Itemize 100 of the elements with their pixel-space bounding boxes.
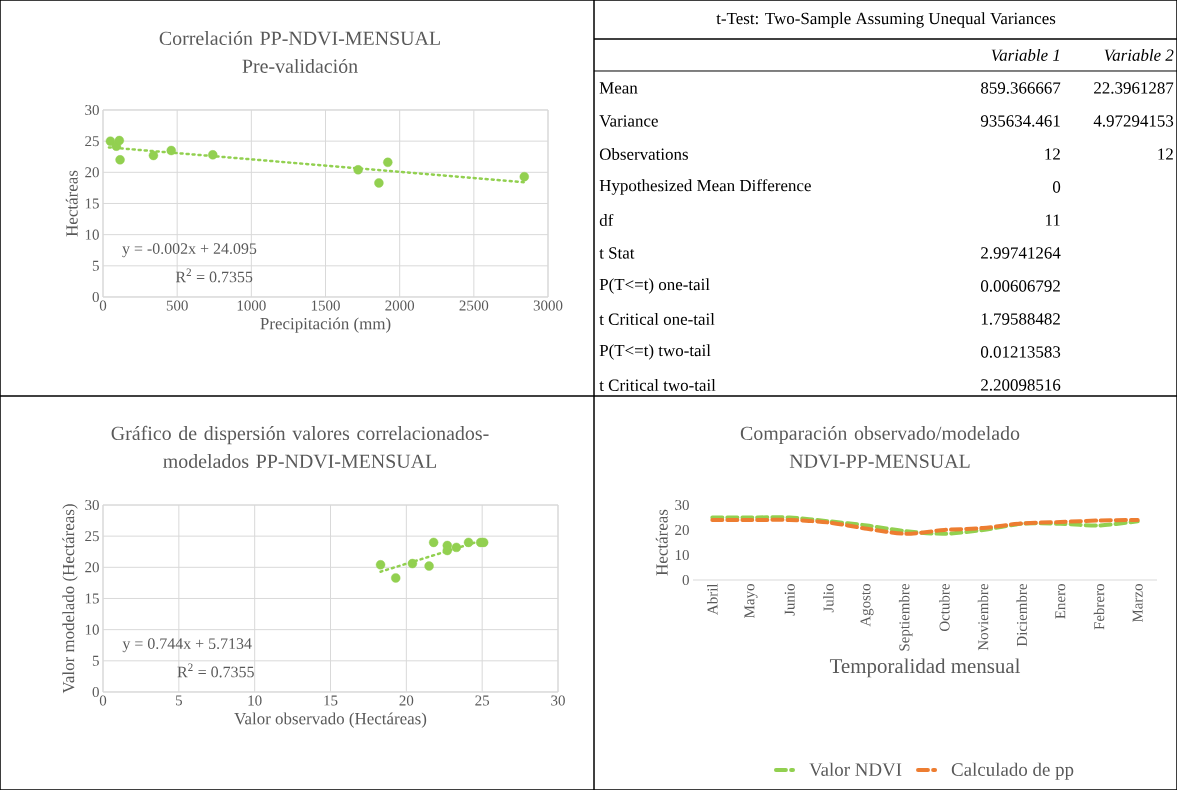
point [374, 178, 384, 188]
x-tick-label: Julio [823, 584, 834, 613]
y-tick-label: 0 [92, 686, 99, 698]
text: 1.79588482 [981, 313, 1060, 325]
x-tick-label: 2500 [459, 300, 489, 311]
chart-title: Correlación PP-NDVI-MENSUAL [159, 31, 440, 46]
x-tick-label: 20 [399, 695, 414, 706]
text: 0 [1052, 181, 1061, 193]
y-tick-label: 5 [92, 655, 99, 666]
text: P(T<=t) one-tail [599, 278, 710, 294]
text: 11 [1045, 214, 1060, 226]
y-axis-title: Hectáreas [65, 170, 78, 237]
x-tick-label: Diciembre [1016, 584, 1027, 647]
text: Mean [599, 82, 638, 94]
y-tick-label: 10 [675, 549, 689, 561]
x-tick-label: 1500 [311, 300, 340, 311]
text: Hypothesized Mean Difference [599, 179, 811, 195]
annotation: y = 0.744x + 5.7134 [122, 638, 252, 653]
y-tick-label: 30 [675, 499, 689, 511]
text: 859.366667 [981, 82, 1061, 94]
y-tick-label: 25 [85, 531, 99, 542]
y-tick-label: 5 [92, 260, 99, 271]
text: t Stat [599, 247, 635, 259]
text: df [599, 213, 614, 227]
x-tick-label: 15 [324, 695, 338, 706]
annotation: R$^{2}$ = 0.7355 [175, 268, 253, 283]
text: Variance [599, 115, 658, 127]
y-axis-title: Valor modelado (Hectáreas) [62, 504, 78, 694]
x-tick-label: 3000 [533, 300, 563, 311]
x-tick-label: 10 [248, 695, 262, 706]
x-tick-label: 25 [475, 695, 490, 706]
x-axis-title: Temporalidad mensual [829, 658, 1021, 678]
text: Variable 2 [1104, 48, 1174, 61]
point [166, 145, 176, 156]
text: 0.01213583 [981, 346, 1061, 358]
x-tick-label: 5 [175, 695, 182, 706]
x-tick-label: Noviembre [977, 584, 989, 651]
x-tick-label: 0 [99, 695, 107, 706]
y-tick-label: 20 [85, 167, 99, 178]
point [391, 573, 401, 583]
text: 935634.461 [980, 115, 1060, 127]
y-axis-title: Hectáreas [655, 509, 668, 576]
text: 12 [1158, 148, 1173, 160]
y-tick-label: 10 [85, 229, 99, 240]
x-tick-label: Mayo [744, 584, 758, 618]
x-tick-label: Octubre [939, 584, 950, 632]
text: 2.99741264 [981, 247, 1061, 259]
point [383, 157, 393, 168]
chart-title: Gráfico de dispersión valores correlacionados-modelados PP-NDVI-MENSUAL [111, 425, 489, 469]
x-tick-label: 30 [551, 695, 565, 706]
text: 12 [1045, 148, 1060, 160]
text: 4.97294153 [1093, 115, 1174, 127]
x-tick-label: Septiembre [898, 584, 913, 651]
legend-label: Calculado de pp [951, 762, 1074, 780]
annotation: R$^{2}$ = 0.7355 [177, 663, 254, 678]
y-tick-label: 30 [85, 499, 99, 511]
y-tick-label: 15 [85, 198, 99, 209]
x-tick-label: 0 [99, 300, 107, 311]
y-tick-label: 20 [85, 562, 99, 573]
point [519, 171, 529, 182]
point [115, 155, 125, 165]
y-tick-label: 30 [85, 104, 99, 116]
x-tick-label: 1000 [237, 300, 266, 311]
text: Observations [599, 148, 688, 160]
point [114, 135, 125, 146]
chart-title: Comparación observado/modelado [740, 425, 1020, 445]
x-tick-label: Febrero [1093, 584, 1105, 630]
point [148, 150, 159, 161]
text: t Critical one-tail [599, 313, 715, 325]
text: Variable 1 [991, 48, 1059, 61]
x-tick-label: Junio [784, 584, 795, 616]
chart-subtitle: Pre-validación [242, 58, 358, 73]
chart-subtitle: NDVI-PP-MENSUAL [789, 454, 970, 469]
text: 22.3961287 [1094, 82, 1174, 94]
x-axis-title: Valor observado (Hectáreas) [234, 712, 427, 728]
point [424, 561, 434, 571]
y-tick-label: 0 [92, 291, 99, 303]
text: 0.00606792 [981, 280, 1060, 292]
y-tick-label: 20 [675, 524, 689, 536]
point [428, 537, 439, 548]
text: t Critical two-tail [599, 379, 716, 391]
x-tick-label: 2000 [385, 300, 415, 311]
text: 2.20098516 [981, 379, 1061, 391]
x-tick-label: Marzo [1132, 584, 1143, 623]
x-tick-label: Enero [1055, 584, 1066, 619]
point [407, 558, 418, 569]
annotation: y = -0.002x + 24.095 [122, 243, 257, 258]
x-tick-label: Agosto [860, 584, 874, 627]
text: P(T<=t) two-tail [599, 344, 711, 360]
x-tick-label: Abril [707, 583, 718, 615]
point [208, 150, 218, 160]
x-axis-title: Precipitación (mm) [260, 317, 391, 333]
point [375, 560, 386, 570]
y-tick-label: 25 [85, 136, 99, 147]
point [451, 542, 462, 553]
point [353, 165, 363, 175]
x-tick-label: 500 [166, 300, 188, 311]
legend-label: Valor NDVI [809, 762, 902, 777]
point [463, 537, 474, 548]
text: t-Test: Two-Sample Assuming Unequal Variances [716, 12, 1056, 28]
